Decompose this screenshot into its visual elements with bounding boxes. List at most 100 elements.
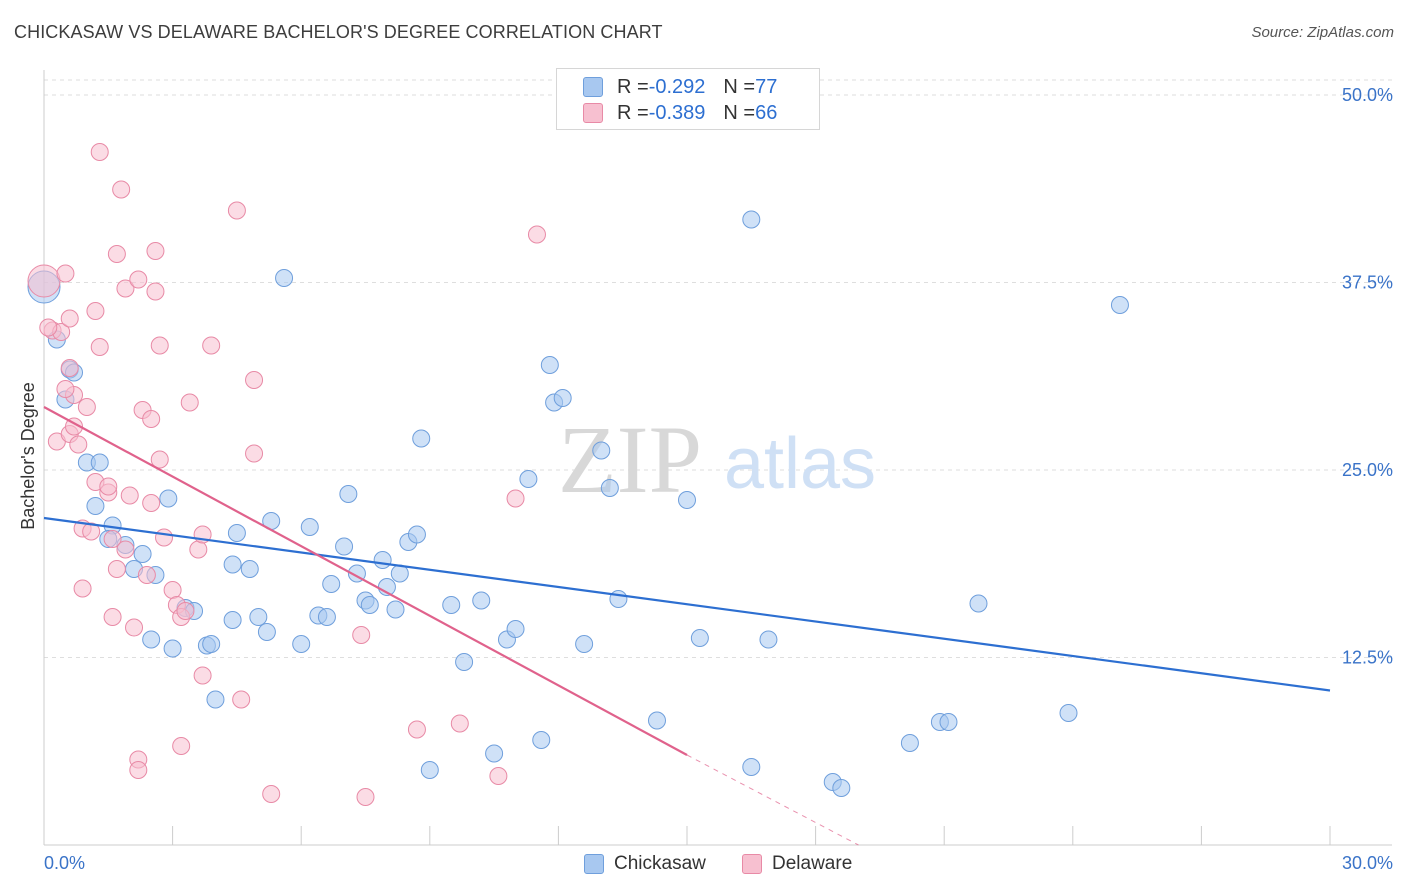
delaware-point xyxy=(245,444,264,463)
legend-r-value: -0.292 xyxy=(648,75,706,98)
chickasaw-point xyxy=(159,489,178,508)
chickasaw-point xyxy=(553,389,572,407)
chickasaw-point xyxy=(600,479,619,497)
legend-item-delaware: Delaware xyxy=(742,852,852,876)
chickasaw-point xyxy=(532,731,551,749)
chickasaw-point xyxy=(647,711,666,730)
delaware-point xyxy=(176,602,195,620)
delaware-point xyxy=(103,530,122,548)
delaware-point xyxy=(356,788,375,806)
chickasaw-point xyxy=(540,356,559,374)
chickasaw-point xyxy=(442,596,461,614)
watermark-zip: ZIP xyxy=(558,406,702,513)
delaware-point xyxy=(202,336,221,355)
delaware-point xyxy=(155,528,174,547)
series-delaware-points xyxy=(27,143,546,806)
chickasaw-point xyxy=(292,635,311,653)
y-axis-title: Bachelor's Degree xyxy=(18,382,38,530)
chickasaw-point xyxy=(322,575,341,593)
x-tick-label-max: 30.0% xyxy=(1342,853,1393,873)
chickasaw-point xyxy=(742,758,761,776)
delaware-point xyxy=(82,522,101,541)
x-tick-label-min: 0.0% xyxy=(44,853,85,873)
delaware-point xyxy=(90,338,109,356)
delaware-point xyxy=(527,225,546,244)
delaware-point xyxy=(69,435,88,454)
watermark-atlas: atlas xyxy=(724,424,876,504)
delaware-trend-line xyxy=(43,406,688,756)
chickasaw-trend-line xyxy=(43,516,1331,692)
chickasaw-point xyxy=(223,611,242,629)
chickasaw-point xyxy=(412,429,431,448)
delaware-point xyxy=(262,785,281,803)
legend-row-delaware: R = -0.389 N = 66 xyxy=(583,101,777,125)
legend-swatch-delaware xyxy=(583,103,603,123)
legend-n-label: N = xyxy=(723,75,756,98)
delaware-point xyxy=(142,494,161,512)
delaware-point xyxy=(120,486,139,505)
chickasaw-point xyxy=(86,497,105,515)
legend-n-label: N = xyxy=(723,101,756,124)
chart-title: CHICKASAW VS DELAWARE BACHELOR'S DEGREE … xyxy=(14,22,663,42)
y-tick-labels: 12.5% 25.0% 37.5% 50.0% xyxy=(1342,85,1393,668)
legend-r-label: R = xyxy=(617,101,649,124)
axes xyxy=(43,70,1392,846)
delaware-point xyxy=(86,302,105,320)
chickasaw-point xyxy=(969,594,988,613)
delaware-point xyxy=(39,318,58,337)
legend-swatch-chickasaw xyxy=(583,77,603,97)
delaware-point xyxy=(116,540,135,559)
delaware-point xyxy=(407,720,426,739)
chickasaw-point xyxy=(407,525,426,544)
delaware-point xyxy=(180,393,199,412)
delaware-point xyxy=(150,450,169,469)
delaware-point xyxy=(352,626,371,644)
legend-label-delaware: Delaware xyxy=(772,853,853,874)
chickasaw-point xyxy=(759,630,778,649)
delaware-point xyxy=(489,767,508,785)
delaware-point xyxy=(163,581,182,599)
chickasaw-point xyxy=(227,524,246,542)
chickasaw-point xyxy=(609,590,628,608)
chickasaw-point xyxy=(206,690,225,709)
delaware-point xyxy=(60,309,79,328)
delaware-point xyxy=(27,264,61,298)
chickasaw-point xyxy=(373,551,392,569)
delaware-point xyxy=(116,279,135,298)
chickasaw-point xyxy=(335,537,354,556)
chickasaw-point xyxy=(939,713,958,731)
chickasaw-point xyxy=(455,653,474,671)
delaware-point xyxy=(146,242,165,260)
chickasaw-point xyxy=(223,555,242,574)
chickasaw-point xyxy=(575,635,594,653)
y-tick-label: 37.5% xyxy=(1342,273,1393,293)
delaware-point xyxy=(129,761,148,779)
delaware-point xyxy=(193,666,212,685)
delaware-point xyxy=(77,398,96,416)
x-ticks xyxy=(43,826,1331,845)
delaware-point xyxy=(172,737,191,755)
watermark: ZIP atlas xyxy=(558,406,876,513)
chickasaw-point xyxy=(142,630,161,649)
delaware-point xyxy=(73,579,92,598)
legend-swatch-chickasaw xyxy=(584,854,604,874)
chickasaw-point xyxy=(163,639,182,658)
chickasaw-point xyxy=(485,744,504,763)
legend-n-value: 66 xyxy=(755,101,778,124)
trend-lines xyxy=(43,406,1331,846)
y-tick-label: 25.0% xyxy=(1342,460,1393,480)
chickasaw-point xyxy=(420,761,439,779)
chickasaw-point xyxy=(240,560,259,578)
legend-label-chickasaw: Chickasaw xyxy=(614,853,706,874)
delaware-point xyxy=(150,336,169,355)
chickasaw-point xyxy=(690,629,709,647)
delaware-point xyxy=(99,477,118,496)
chickasaw-point xyxy=(339,485,358,503)
delaware-point xyxy=(506,489,525,508)
delaware-point xyxy=(232,690,251,709)
chickasaw-point xyxy=(360,596,379,614)
delaware-point xyxy=(107,245,126,263)
chickasaw-point xyxy=(506,620,525,638)
chickasaw-point xyxy=(249,608,268,626)
chickasaw-point xyxy=(133,545,152,563)
